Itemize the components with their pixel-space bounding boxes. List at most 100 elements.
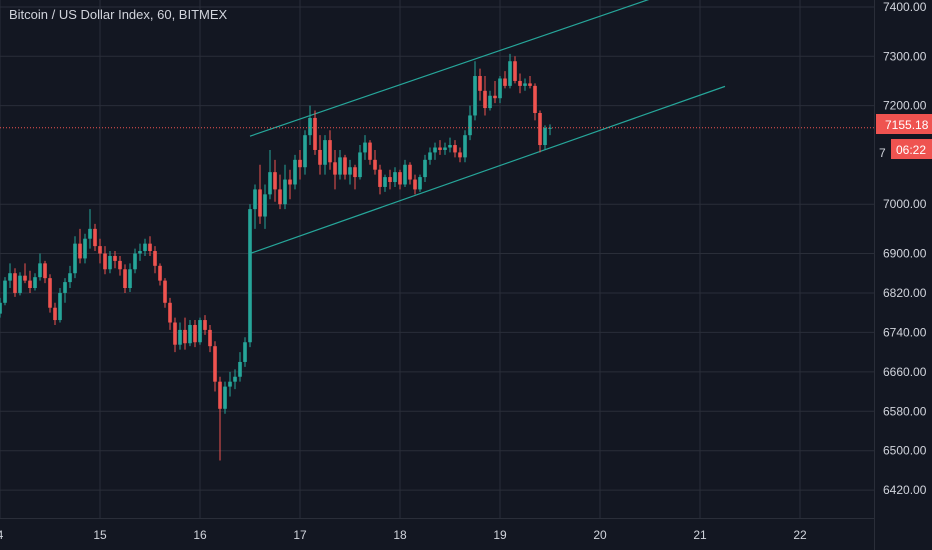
candles [0,53,552,461]
candle-body [303,135,307,168]
countdown-label: 06:22 [896,143,926,157]
channel-line-lower [249,85,726,255]
candle-body [243,342,247,362]
candle-body [518,80,522,86]
countdown-badge: 06:22 [891,139,932,159]
time-tick-label: 4 [0,528,4,542]
candle-body [173,322,177,345]
channel-lines[interactable] [249,0,726,255]
candle-body [538,112,542,146]
candle-body [543,127,547,146]
candle-body [393,172,397,183]
candle-body [368,142,372,160]
candle-body [3,280,7,303]
candle-body [33,277,37,289]
candle-body [8,273,12,281]
candle-body [218,381,222,409]
chart-title: Bitcoin / US Dollar Index, 60, BITMEX [9,7,228,22]
partial-price-label: 7 [879,146,886,160]
candle-body [158,265,162,281]
candle-body [88,228,92,239]
time-tick-label: 16 [193,528,207,542]
candle-body [358,152,362,178]
price-tick-label: 7300.00 [883,49,927,63]
candle-body [463,135,467,158]
candle-body [373,159,377,170]
candle-body [53,307,57,321]
price-tick-label: 6900.00 [883,247,927,261]
candle-body [338,157,342,175]
candle-body [98,246,102,254]
candle-body [43,263,47,279]
candle-body [493,95,497,99]
candle-body [193,324,197,343]
time-tick-label: 22 [793,528,807,542]
candle-body [398,172,402,185]
candle-body [328,140,332,163]
candle-body [418,177,422,190]
candle-body [343,157,347,175]
candle-body [178,329,182,345]
candle-body [288,179,292,185]
candle-body [278,189,282,205]
candle-body [28,280,32,289]
candle-body [523,83,527,86]
candle-body [123,269,127,289]
candle-body [388,177,392,183]
candle-body [468,115,472,136]
candle-body [433,147,437,153]
price-axis[interactable]: 7400.00 7300.00 7200.00 7000.00 6900.00 6820.… [883,0,927,497]
candle-body [163,280,167,303]
time-axis[interactable]: 4 15 16 17 18 19 20 21 22 [0,528,807,542]
candle-body [153,251,157,266]
candle-body [448,145,452,148]
candle-body [198,320,202,343]
candle-body [443,147,447,150]
candle-body [488,95,492,109]
price-tick-label: 7400.00 [883,0,927,14]
candle-body [503,78,507,86]
price-tick-label: 7000.00 [883,197,927,211]
candle-body [168,302,172,323]
candle-body [138,251,142,254]
candle-body [103,253,107,270]
price-tick-label: 6420.00 [883,483,927,497]
time-tick-label: 15 [93,528,107,542]
candle-body [318,149,322,165]
candle-body [213,346,217,382]
candle-body [208,329,212,347]
candle-body [348,167,352,175]
candle-body [133,253,137,270]
candle-body [533,85,537,113]
candle-body [263,194,267,217]
candle-body [268,172,272,195]
time-tick-label: 21 [693,528,707,542]
candle-body [353,167,357,178]
candle-body [548,127,552,129]
candle-body [38,263,42,278]
candle-body [423,159,427,178]
candle-body [223,386,227,409]
candle-body [248,209,252,343]
candle-body [58,292,62,321]
candle-body [0,302,2,314]
candle-body [483,90,487,109]
time-tick-label: 18 [393,528,407,542]
candle-body [528,83,532,86]
grid [0,0,874,518]
candle-body [293,159,297,185]
time-tick-label: 20 [593,528,607,542]
candle-body [18,275,22,293]
candle-body [188,324,192,344]
candle-body [183,329,187,344]
candle-body [428,152,432,160]
candle-body [458,152,462,158]
candle-body [363,142,367,153]
candle-body [233,376,237,382]
candle-body [253,189,257,210]
candle-body [298,159,302,168]
candle-body [453,145,457,153]
candle-body [513,61,517,81]
